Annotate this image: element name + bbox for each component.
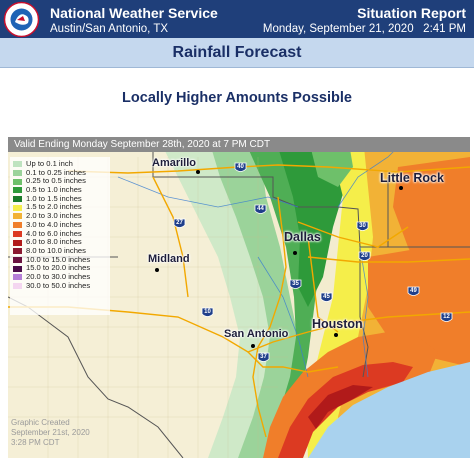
legend-label: 8.0 to 10.0 inches (26, 245, 86, 255)
legend-swatch (13, 196, 22, 203)
legend-label: 0.25 to 0.5 inches (26, 176, 86, 186)
city-san-antonio: San Antonio (224, 328, 289, 340)
legend-row: 0.1 to 0.25 inches (13, 167, 107, 178)
city-midland: Midland (148, 253, 190, 265)
report-type: Situation Report (357, 5, 466, 21)
san-antonio-dot (251, 344, 255, 348)
legend-label: 6.0 to 8.0 inches (26, 237, 82, 247)
legend-row: 1.0 to 1.5 inches (13, 193, 107, 204)
legend-row: 1.5 to 2.0 inches (13, 203, 107, 212)
created-line-3: 3:28 PM CDT (11, 438, 60, 447)
interstate-12-label: 12 (443, 314, 450, 320)
legend-row: 6.0 to 8.0 inches (13, 237, 107, 247)
page-title: Rainfall Forecast (172, 44, 302, 61)
city-amarillo: Amarillo (152, 157, 197, 169)
interstate-10-label: 10 (204, 309, 211, 315)
legend-label: 4.0 to 6.0 inches (26, 228, 82, 238)
interstate-30-shield: 30 (356, 220, 369, 233)
amarillo-dot (196, 170, 200, 174)
interstate-20-label: 20 (361, 253, 368, 259)
interstate-35-shield: 35 (289, 278, 302, 291)
legend-swatch (13, 161, 22, 168)
header-bar: National Weather Service Austin/San Anto… (0, 0, 474, 38)
interstate-35-label: 35 (292, 281, 299, 287)
interstate-10-shield: 10 (201, 306, 214, 319)
legend-label: 10.0 to 15.0 inches (26, 254, 91, 264)
legend-row: 0.5 to 1.0 inches (13, 185, 107, 195)
interstate-44-shield: 44 (254, 203, 267, 216)
interstate-49-label: 49 (410, 288, 417, 294)
legend-row: Up to 0.1 inch (13, 159, 107, 169)
office-name: Austin/San Antonio, TX (50, 23, 169, 35)
legend-swatch (13, 282, 22, 289)
legend-swatch (13, 178, 22, 185)
city-little-rock: Little Rock (380, 171, 444, 185)
interstate-37-label: 37 (260, 354, 267, 360)
legend-row: 0.25 to 0.5 inches (13, 177, 107, 186)
legend-label: 15.0 to 20.0 inches (26, 263, 91, 273)
interstate-45-shield: 45 (320, 291, 333, 304)
interstate-30-label: 30 (359, 223, 366, 229)
city-houston: Houston (312, 317, 363, 331)
little-rock-dot (399, 186, 403, 190)
title-strip: Rainfall Forecast (0, 38, 474, 68)
legend-row: 10.0 to 15.0 inches (13, 254, 107, 265)
legend-label: 0.1 to 0.25 inches (26, 167, 86, 177)
interstate-40-shield: 40 (234, 161, 247, 174)
legend-swatch (13, 187, 22, 194)
report-datetime: Monday, September 21, 2020 2:41 PM (262, 23, 466, 35)
graphic-created-note: Graphic Created September 21st, 2020 3:2… (11, 418, 90, 448)
legend-row: 4.0 to 6.0 inches (13, 228, 107, 239)
interstate-40-label: 40 (237, 164, 244, 170)
interstate-20-shield: 20 (358, 250, 371, 263)
legend-swatch (13, 265, 22, 272)
interstate-45-label: 45 (323, 294, 330, 300)
dallas-dot (293, 251, 297, 255)
interstate-27-label: 27 (176, 220, 183, 226)
valid-period-banner: Valid Ending Monday September 28th, 2020… (8, 137, 470, 152)
legend-swatch (13, 213, 22, 220)
legend-label: 30.0 to 50.0 inches (26, 280, 91, 290)
legend-label: Up to 0.1 inch (26, 159, 73, 168)
legend-row: 8.0 to 10.0 inches (13, 245, 107, 256)
map-legend: Up to 0.1 inch 0.1 to 0.25 inches 0.25 to … (10, 157, 110, 315)
legend-swatch (13, 222, 22, 229)
legend-label: 2.0 to 3.0 inches (26, 211, 82, 221)
legend-label: 20.0 to 30.0 inches (26, 271, 91, 281)
legend-label: 1.5 to 2.0 inches (26, 202, 82, 212)
interstate-37-shield: 37 (257, 351, 270, 364)
city-dallas: Dallas (284, 230, 321, 244)
subtitle: Locally Higher Amounts Possible (122, 90, 352, 106)
interstate-27-shield: 27 (173, 217, 186, 230)
legend-swatch (13, 204, 22, 211)
legend-row: 3.0 to 4.0 inches (13, 219, 107, 230)
created-line-1: Graphic Created (11, 418, 70, 427)
legend-swatch (13, 248, 22, 255)
legend-row: 30.0 to 50.0 inches (13, 280, 107, 291)
org-name: National Weather Service (50, 5, 218, 21)
interstate-12-shield: 12 (440, 311, 453, 324)
houston-dot (334, 333, 338, 337)
interstate-44-label: 44 (257, 206, 264, 212)
legend-row: 20.0 to 30.0 inches (13, 271, 107, 282)
midland-dot (155, 268, 159, 272)
legend-swatch (13, 274, 22, 281)
legend-label: 0.5 to 1.0 inches (26, 185, 82, 195)
legend-label: 3.0 to 4.0 inches (26, 219, 82, 229)
legend-swatch (13, 230, 22, 237)
legend-row: 2.0 to 3.0 inches (13, 211, 107, 221)
nws-logo (3, 1, 40, 38)
legend-swatch (13, 256, 22, 263)
legend-row: 15.0 to 20.0 inches (13, 264, 107, 273)
interstate-49-shield: 49 (407, 285, 420, 298)
created-line-2: September 21st, 2020 (11, 428, 90, 437)
legend-swatch (13, 170, 22, 177)
legend-label: 1.0 to 1.5 inches (26, 193, 82, 203)
legend-swatch (13, 239, 22, 246)
